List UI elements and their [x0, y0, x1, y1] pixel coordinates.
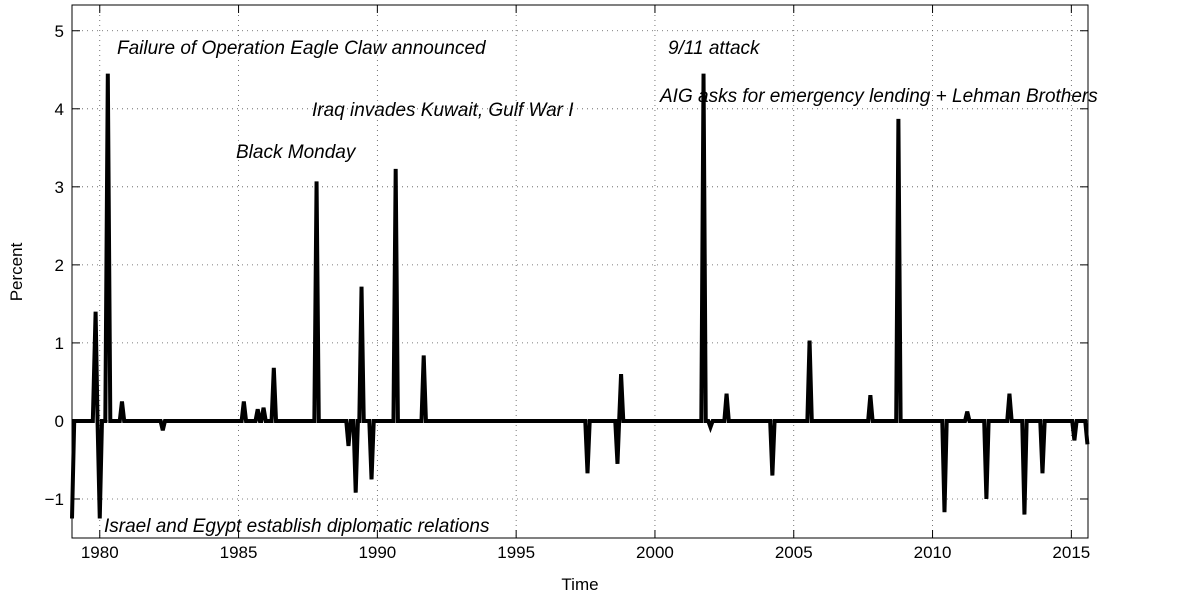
- x-tick-label: 1990: [358, 543, 396, 562]
- annotation: Iraq invades Kuwait, Gulf War I: [312, 100, 574, 121]
- annotation: Israel and Egypt establish diplomatic re…: [104, 516, 490, 537]
- x-tick-label: 2010: [914, 543, 952, 562]
- y-tick-label: −1: [45, 490, 64, 509]
- plot-frame: [71, 4, 1089, 539]
- x-tick-label: 2005: [775, 543, 813, 562]
- x-tick-label: 2000: [636, 543, 674, 562]
- annotation: Black Monday: [236, 142, 357, 163]
- x-tick-label: 2015: [1052, 543, 1090, 562]
- annotation: Failure of Operation Eagle Claw announce…: [117, 38, 487, 59]
- y-tick-label: 0: [55, 412, 64, 431]
- x-tick-label: 1995: [497, 543, 535, 562]
- y-tick-label: 4: [55, 100, 64, 119]
- annotation: AIG asks for emergency lending + Lehman …: [659, 86, 1098, 107]
- x-tick-label: 1985: [220, 543, 258, 562]
- annotation: 9/11 attack: [668, 38, 761, 59]
- y-tick-label: 2: [55, 256, 64, 275]
- y-axis-label: Percent: [7, 242, 26, 301]
- x-axis-label: Time: [561, 575, 598, 594]
- y-tick-label: 3: [55, 178, 64, 197]
- data-line: [70, 73, 1090, 519]
- x-tick-label: 1980: [81, 543, 119, 562]
- y-tick-label: 1: [55, 334, 64, 353]
- y-tick-label: 5: [55, 22, 64, 41]
